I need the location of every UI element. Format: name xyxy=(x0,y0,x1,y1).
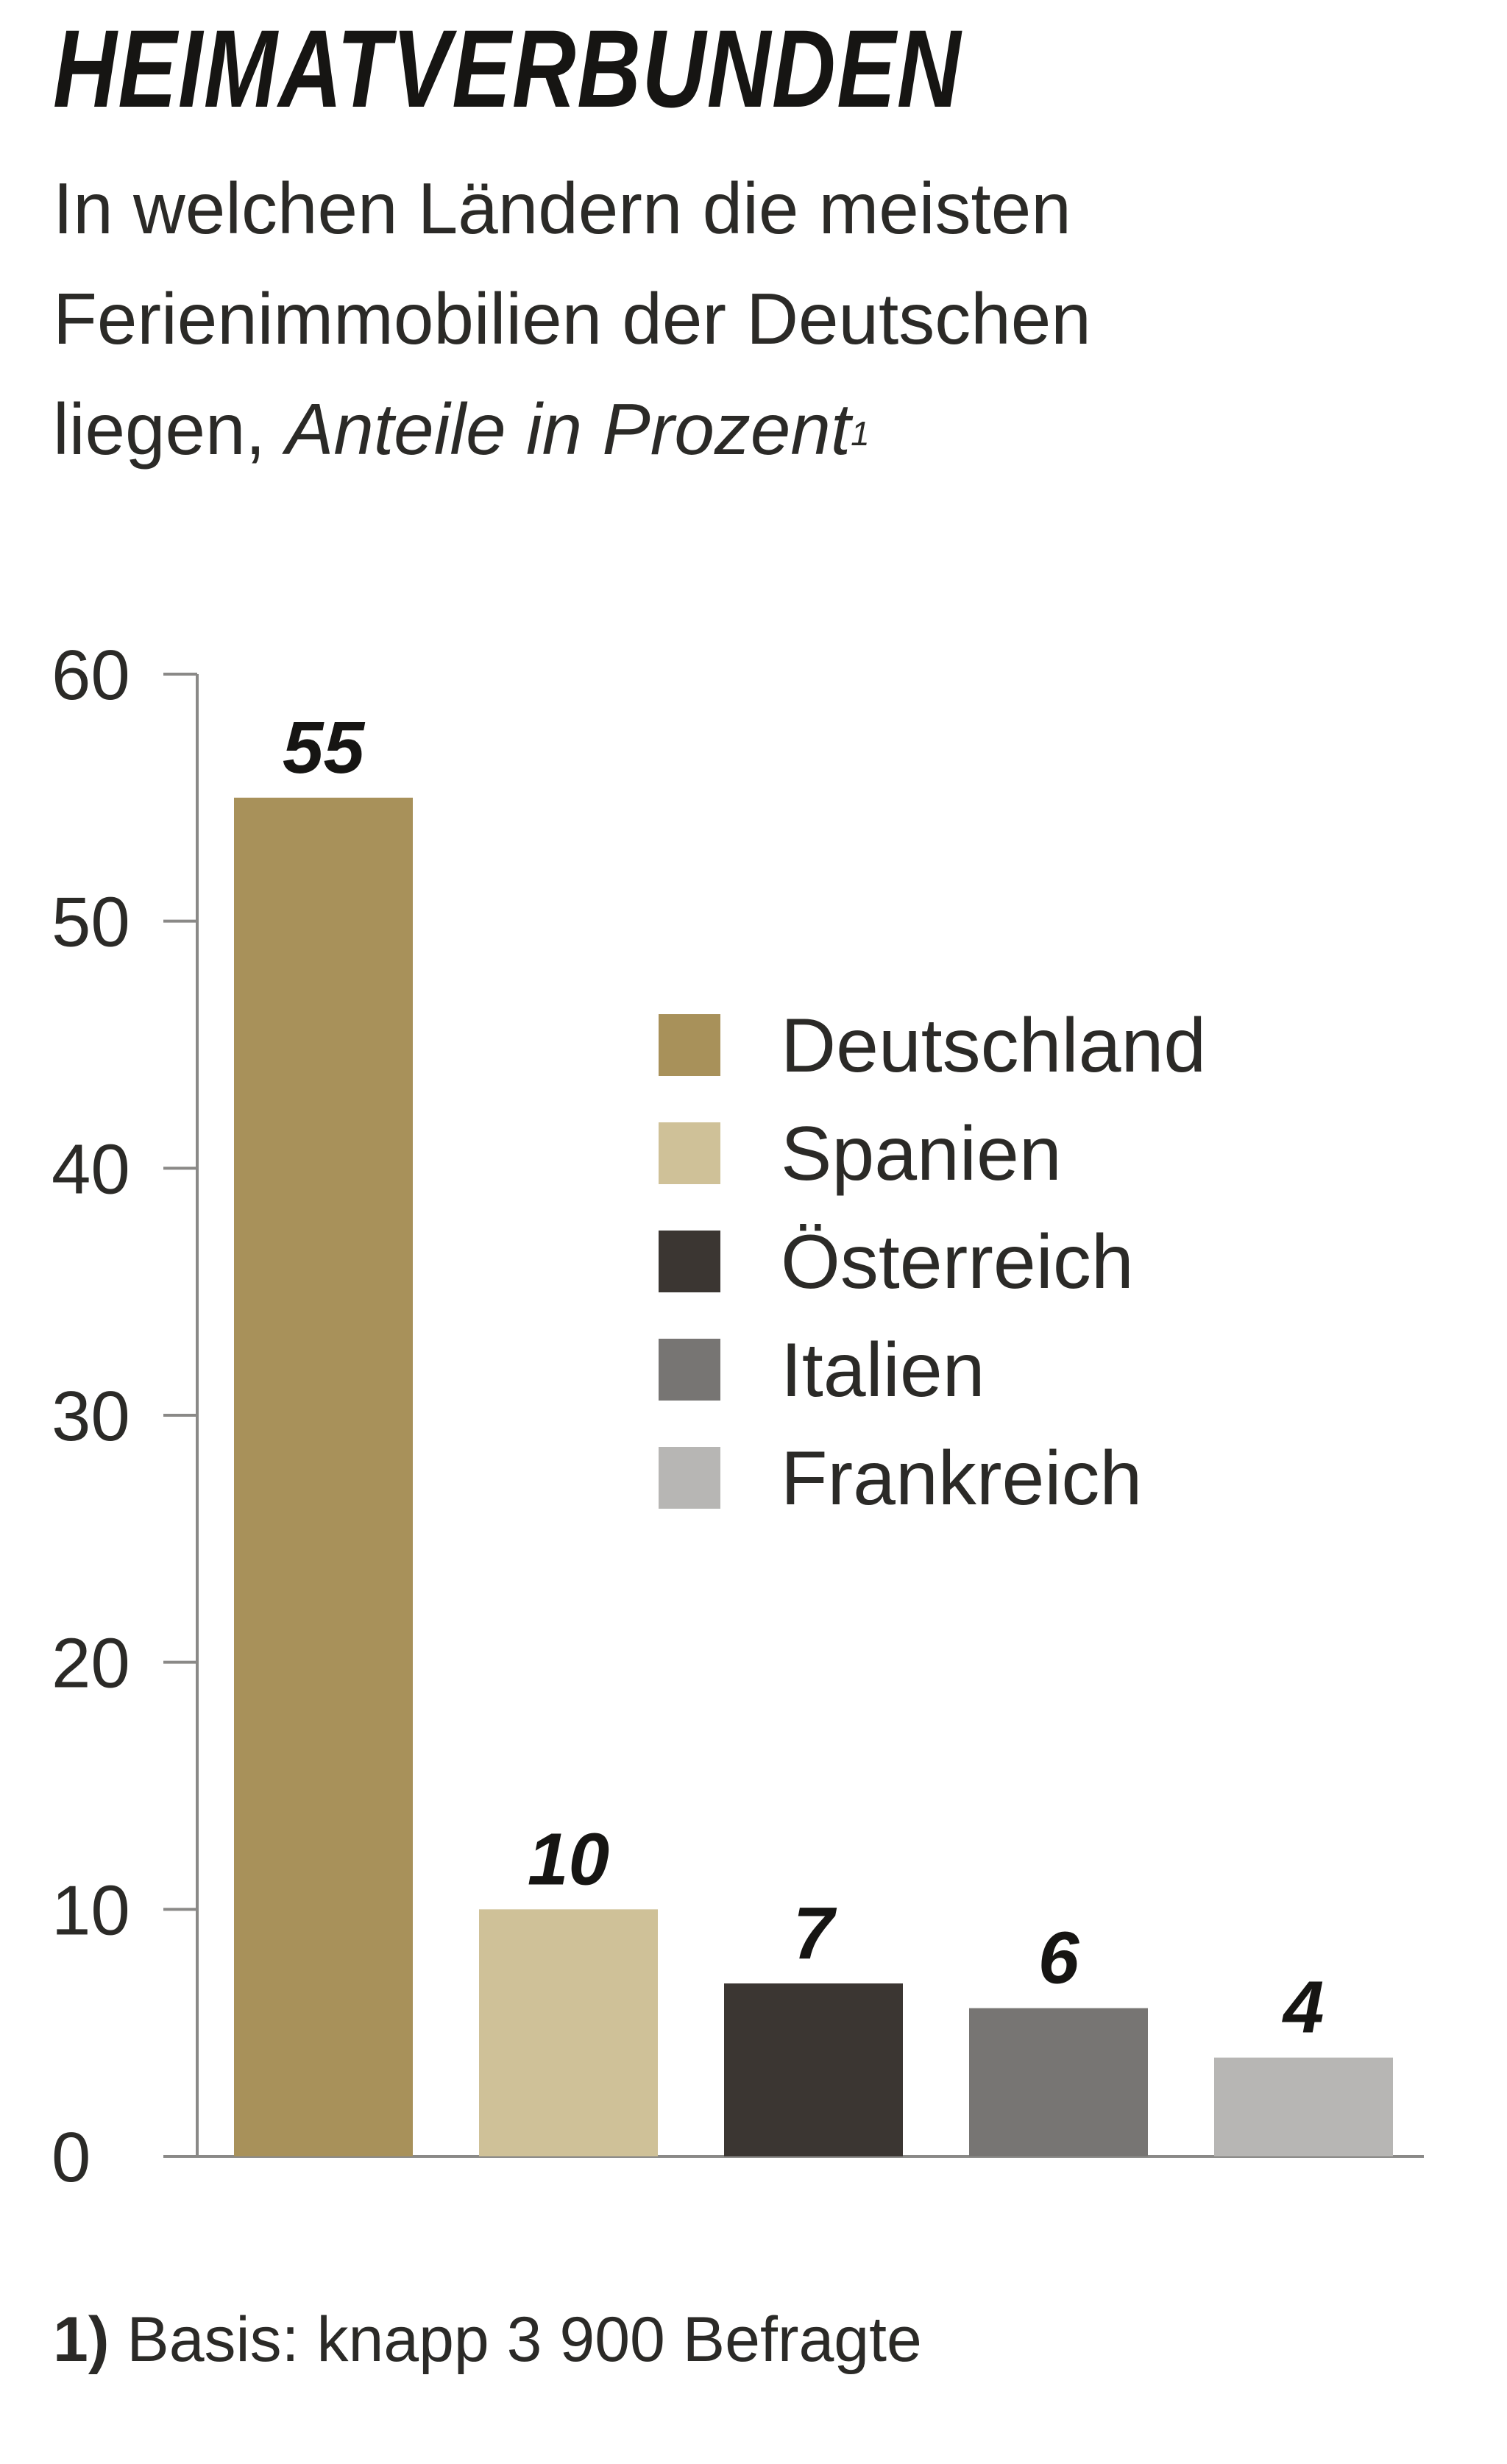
bar-value-label: 6 xyxy=(1038,1917,1080,2000)
chart-subtitle: In welchen Ländern die meisten Ferienimmo… xyxy=(53,153,1451,484)
y-tick-label: 50 xyxy=(52,883,130,962)
subtitle-line-3-prefix: liegen, xyxy=(53,389,286,470)
subtitle-unit: Anteile in Prozent xyxy=(286,389,851,470)
subtitle-line-2: Ferienimmobilien der Deutschen xyxy=(53,278,1091,359)
legend-swatch xyxy=(659,1014,720,1076)
footnote: 1) Basis: knapp 3 900 Befragte xyxy=(53,2304,922,2376)
bar-spanien xyxy=(479,1909,658,2156)
y-tick-label: 20 xyxy=(52,1624,130,1703)
bar-frankreich xyxy=(1214,2057,1393,2156)
bars xyxy=(234,797,1393,2156)
legend-swatch xyxy=(659,1339,720,1401)
y-tick-label: 60 xyxy=(52,648,130,715)
bar-italien xyxy=(969,2008,1148,2156)
y-tick-label: 30 xyxy=(52,1377,130,1456)
chart-title: HEIMATVERBUNDEN xyxy=(53,7,962,130)
bar-österreich xyxy=(724,1983,903,2156)
legend-label: Spanien xyxy=(781,1111,1062,1197)
legend-label: Frankreich xyxy=(781,1436,1142,1521)
legend-swatch xyxy=(659,1122,720,1184)
footnote-text: Basis: knapp 3 900 Befragte xyxy=(109,2304,922,2375)
legend-swatch xyxy=(659,1447,720,1509)
bar-value-label: 10 xyxy=(528,1818,609,1900)
bar-value-label: 7 xyxy=(793,1892,837,1975)
footnote-marker: 1) xyxy=(53,2304,110,2375)
legend-label: Deutschland xyxy=(781,1003,1206,1088)
legend: Deutschland Spanien Österreich Italien Frank… xyxy=(659,1003,1206,1521)
bar-chart: 0 10 20 30 40 50 60 55 10 7 6 4 Deutschland Spanien… xyxy=(52,648,1424,2197)
y-tick-label: 0 xyxy=(52,2118,91,2197)
legend-label: Österreich xyxy=(781,1219,1134,1305)
subtitle-footnote-marker: 1 xyxy=(851,414,870,453)
legend-label: Italien xyxy=(781,1328,985,1413)
bar-value-label: 55 xyxy=(283,707,366,789)
bar-value-label: 4 xyxy=(1282,1966,1325,2049)
legend-swatch xyxy=(659,1231,720,1292)
y-tick-label: 40 xyxy=(52,1130,130,1208)
bar-deutschland xyxy=(234,797,413,2156)
bar-value-labels: 55 10 7 6 4 xyxy=(283,707,1324,2049)
y-axis: 0 10 20 30 40 50 60 xyxy=(52,648,1424,2197)
subtitle-line-1: In welchen Ländern die meisten xyxy=(53,168,1071,249)
y-tick-label: 10 xyxy=(52,1871,130,1950)
